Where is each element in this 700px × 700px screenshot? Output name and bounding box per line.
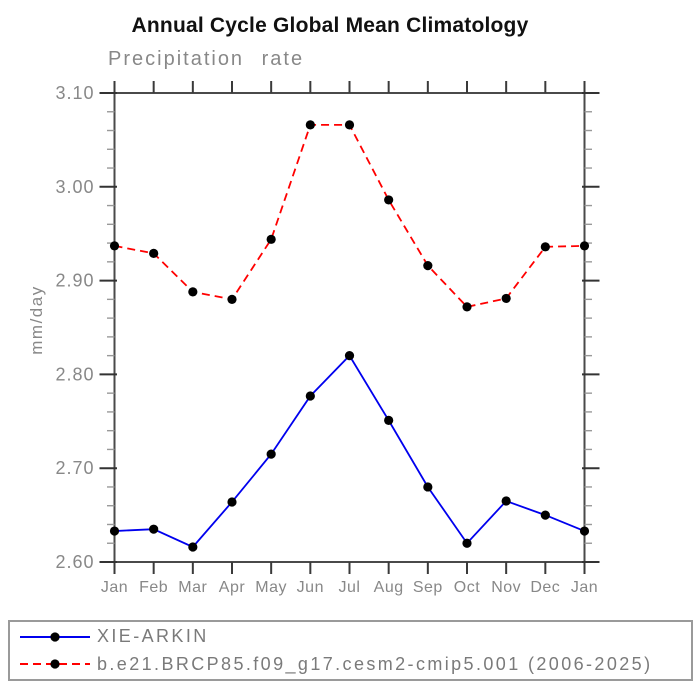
data-point-xie-arkin [344,351,355,361]
x-tick-label: Jan [101,579,128,596]
data-point-xie-arkin [540,510,550,520]
x-tick-label: Oct [454,579,480,596]
data-point-b-e21-brcp85-f09-g17-cesm2-cmip5-001-2006-2025 [540,242,550,252]
data-point-b-e21-brcp85-f09-g17-cesm2-cmip5-001-2006-2025 [149,248,159,258]
x-tick-label: Jun [297,579,324,596]
plot-frame [113,92,586,563]
y-tick-label: 2.70 [55,458,94,478]
x-tick-label: Sep [413,579,443,596]
data-point-b-e21-brcp85-f09-g17-cesm2-cmip5-001-2006-2025 [344,120,355,130]
data-point-b-e21-brcp85-f09-g17-cesm2-cmip5-001-2006-2025 [501,293,511,304]
data-point-b-e21-brcp85-f09-g17-cesm2-cmip5-001-2006-2025 [188,287,198,297]
legend-entry-model: b.e21.BRCP85.f09_g17.cesm2-cmip5.001 (20… [10,651,691,677]
x-tick-label: Mar [178,579,207,596]
y-tick-label: 2.60 [55,552,94,572]
legend-entry-xie-arkin: XIE-ARKIN [10,624,691,650]
data-point-b-e21-brcp85-f09-g17-cesm2-cmip5-001-2006-2025 [227,294,237,304]
data-point-xie-arkin [423,482,433,492]
data-point-xie-arkin [149,524,159,534]
x-tick-label: Jul [339,579,361,596]
legend-label-model: b.e21.BRCP85.f09_g17.cesm2-cmip5.001 (20… [97,653,653,674]
data-point-xie-arkin [579,526,590,536]
data-point-xie-arkin [501,496,511,506]
x-tick-label: May [255,579,287,596]
data-point-b-e21-brcp85-f09-g17-cesm2-cmip5-001-2006-2025 [109,241,120,251]
data-point-b-e21-brcp85-f09-g17-cesm2-cmip5-001-2006-2025 [266,234,276,244]
x-tick-label: Aug [374,579,404,596]
series-line-b-e21-brcp85-f09-g17-cesm2-cmip5-001-2006-2025 [114,123,585,308]
x-tick-label: Apr [219,579,246,596]
data-point-b-e21-brcp85-f09-g17-cesm2-cmip5-001-2006-2025 [305,120,315,130]
legend-line-sample-solid [20,632,90,642]
data-point-xie-arkin [462,538,472,548]
chart-subtitle: Precipitation rate [108,48,305,70]
y-tick-label: 2.80 [55,364,94,384]
x-tick-label: Nov [491,579,521,596]
x-tick-label: Feb [139,579,168,596]
x-tick-label: Dec [530,579,560,596]
y-tick-label: 2.90 [55,271,94,291]
legend-line-sample-dashed [20,659,90,669]
data-point-xie-arkin [384,415,394,425]
legend-marker-dot-icon [50,659,60,669]
data-point-xie-arkin [266,449,276,459]
legend-box: XIE-ARKIN b.e21.BRCP85.f09_g17.cesm2-cmi… [8,620,693,681]
data-point-b-e21-brcp85-f09-g17-cesm2-cmip5-001-2006-2025 [462,302,472,312]
y-tick-label: 3.10 [55,83,94,103]
data-point-xie-arkin [188,542,198,552]
y-tick-label: 3.00 [55,177,94,197]
legend-label-xie-arkin: XIE-ARKIN [97,626,209,647]
data-point-b-e21-brcp85-f09-g17-cesm2-cmip5-001-2006-2025 [579,241,590,251]
data-point-xie-arkin [305,391,315,401]
plot-area: Jan Feb Mar Apr May Jun Jul Aug Sep Oct Nov Dec Jan 2… [55,81,600,596]
chart-title: Annual Cycle Global Mean Climatology [131,14,529,37]
data-point-xie-arkin [109,526,120,536]
series-line-xie-arkin [114,354,585,549]
data-point-b-e21-brcp85-f09-g17-cesm2-cmip5-001-2006-2025 [423,260,433,271]
data-point-xie-arkin [227,497,237,507]
data-point-b-e21-brcp85-f09-g17-cesm2-cmip5-001-2006-2025 [384,195,394,205]
legend-marker-dot-icon [50,632,60,642]
x-tick-label: Jan [571,579,598,596]
